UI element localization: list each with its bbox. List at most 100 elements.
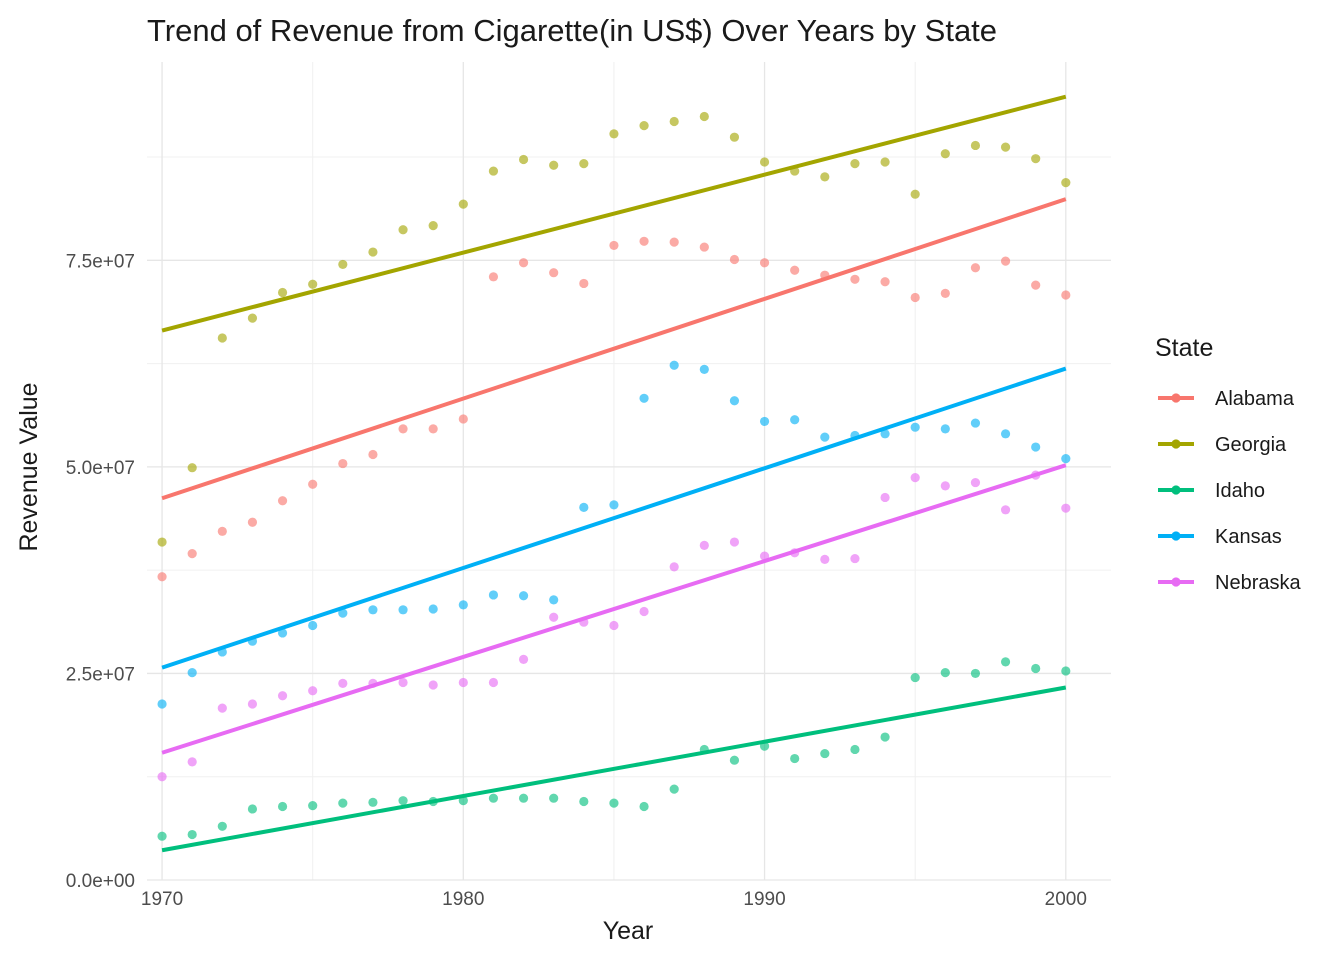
data-point-idaho: [488, 793, 499, 803]
data-point-georgia: [368, 247, 378, 257]
trend-line-idaho: [161, 685, 1067, 853]
data-point-kansas: [398, 605, 408, 615]
trend-line-nebraska: [161, 463, 1067, 755]
data-point-nebraska: [338, 678, 348, 688]
data-point-idaho: [368, 797, 378, 807]
data-point-georgia: [820, 172, 830, 182]
data-point-georgia: [428, 221, 438, 231]
data-point-kansas: [609, 500, 619, 510]
data-point-kansas: [1061, 454, 1071, 464]
legend-label: Georgia: [1215, 434, 1287, 456]
data-point-kansas: [1031, 442, 1041, 452]
data-point-georgia: [880, 157, 890, 167]
data-point-alabama: [579, 278, 589, 289]
data-point-idaho: [277, 801, 288, 812]
data-point-idaho: [247, 804, 258, 814]
data-points: [157, 111, 1071, 841]
data-point-idaho: [609, 798, 619, 808]
data-point-kansas: [699, 364, 709, 374]
data-point-idaho: [790, 753, 800, 764]
data-point-idaho: [518, 793, 529, 803]
data-point-idaho: [759, 741, 770, 751]
legend-label: Nebraska: [1215, 572, 1301, 594]
data-point-idaho: [699, 744, 709, 755]
data-point-nebraska: [247, 699, 258, 709]
data-point-nebraska: [820, 554, 830, 565]
data-point-georgia: [308, 279, 318, 289]
data-point-kansas: [428, 604, 438, 614]
data-point-kansas: [1000, 429, 1011, 439]
data-point-alabama: [850, 274, 860, 284]
data-point-georgia: [398, 225, 408, 235]
data-point-kansas: [759, 416, 770, 427]
data-point-kansas: [910, 422, 920, 432]
data-point-idaho: [428, 796, 438, 807]
data-point-georgia: [729, 132, 740, 142]
data-point-georgia: [609, 129, 619, 139]
data-point-alabama: [669, 237, 679, 247]
legend-key-point: [1171, 439, 1181, 449]
y-axis-title: Revenue Value: [15, 382, 43, 551]
data-point-nebraska: [187, 757, 197, 767]
data-point-georgia: [247, 313, 258, 323]
data-point-idaho: [639, 801, 649, 812]
data-point-alabama: [639, 236, 649, 246]
data-point-idaho: [458, 796, 468, 806]
data-point-idaho: [338, 798, 348, 808]
trend-line-georgia: [161, 94, 1067, 333]
data-point-alabama: [157, 572, 167, 582]
legend: State Alabama Georgia Idaho Kansas Nebraska: [1155, 334, 1301, 594]
data-point-idaho: [308, 801, 318, 811]
data-point-kansas: [488, 590, 499, 600]
data-point-kansas: [820, 432, 830, 442]
data-point-idaho: [187, 829, 197, 840]
trend-line-alabama: [161, 197, 1067, 501]
data-point-georgia: [1000, 142, 1011, 152]
data-point-alabama: [458, 414, 468, 424]
data-point-georgia: [579, 159, 589, 169]
data-point-alabama: [518, 258, 529, 268]
data-point-idaho: [579, 796, 589, 807]
data-point-kansas: [217, 647, 227, 657]
data-point-kansas: [518, 591, 529, 601]
data-point-georgia: [759, 157, 770, 167]
data-point-alabama: [880, 277, 890, 287]
data-point-nebraska: [549, 612, 559, 622]
data-point-alabama: [1000, 256, 1011, 266]
data-point-alabama: [729, 254, 740, 265]
data-point-georgia: [338, 259, 348, 270]
data-point-nebraska: [217, 703, 227, 713]
data-point-nebraska: [729, 537, 740, 547]
data-point-nebraska: [368, 678, 378, 688]
data-point-georgia: [1031, 154, 1041, 164]
data-point-kansas: [157, 699, 167, 709]
y-tick-label: 5.0e+07: [66, 458, 135, 479]
data-point-nebraska: [277, 691, 288, 701]
data-point-nebraska: [639, 606, 649, 617]
legend-label: Alabama: [1215, 388, 1295, 410]
data-point-alabama: [488, 272, 499, 282]
data-point-nebraska: [699, 540, 709, 550]
data-point-georgia: [277, 287, 288, 298]
trend-lines: [161, 94, 1067, 853]
y-tick-label: 0.0e+00: [66, 871, 135, 892]
x-axis-ticks: 1970 1980 1990 2000: [141, 889, 1087, 910]
chart-title: Trend of Revenue from Cigarette(in US$) …: [147, 13, 997, 48]
data-point-georgia: [669, 116, 679, 127]
data-point-kansas: [790, 415, 800, 425]
data-point-nebraska: [940, 481, 950, 491]
data-point-georgia: [699, 111, 709, 122]
data-point-kansas: [880, 429, 890, 439]
x-tick-label: 2000: [1045, 889, 1087, 910]
data-point-nebraska: [428, 680, 438, 690]
data-point-nebraska: [609, 620, 619, 631]
data-point-kansas: [940, 424, 950, 434]
data-point-alabama: [277, 496, 288, 506]
y-axis-ticks: 0.0e+00 2.5e+07 5.0e+07 7.5e+07: [66, 251, 135, 892]
data-point-nebraska: [458, 677, 468, 688]
data-point-alabama: [428, 424, 438, 434]
data-point-idaho: [820, 748, 830, 759]
data-point-nebraska: [157, 772, 167, 782]
